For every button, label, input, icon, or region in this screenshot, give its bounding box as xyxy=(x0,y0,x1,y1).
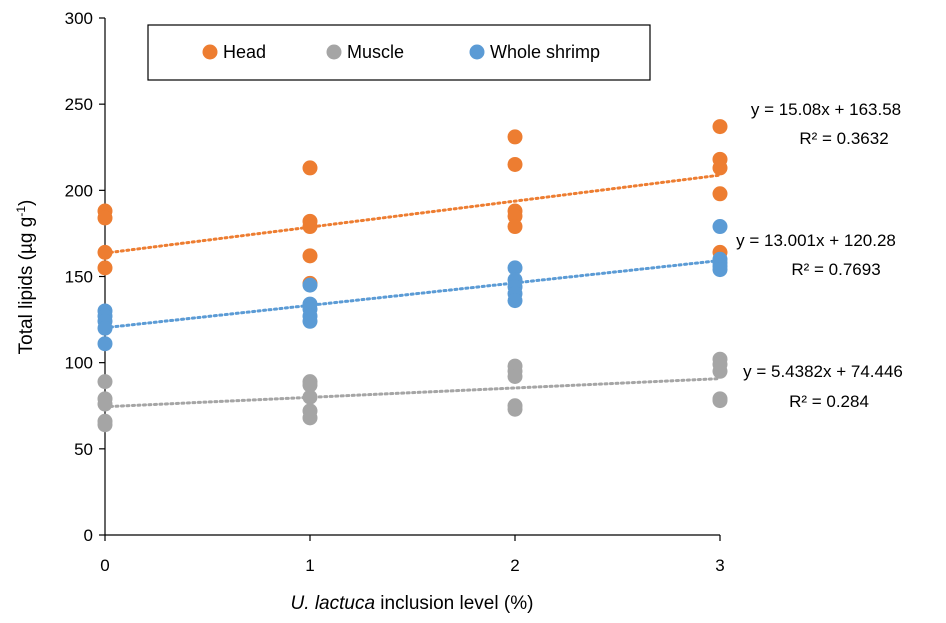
point-whole-shrimp xyxy=(97,320,113,336)
point-head xyxy=(507,129,523,145)
y-tick-label: 300 xyxy=(65,9,93,28)
y-tick-label: 250 xyxy=(65,95,93,114)
y-tick-label: 50 xyxy=(74,440,93,459)
point-head xyxy=(507,219,523,235)
y-tick-label: 150 xyxy=(65,268,93,287)
legend-label-muscle: Muscle xyxy=(347,42,404,62)
point-muscle xyxy=(97,374,113,390)
legend-frame xyxy=(147,24,651,81)
axes-layer: 0 50 100 150 200 250 300 0 1 2 3 xyxy=(65,9,725,575)
point-whole-shrimp xyxy=(302,277,318,293)
point-whole-shrimp xyxy=(302,313,318,329)
y-tick-label: 100 xyxy=(65,354,93,373)
point-head xyxy=(712,119,728,135)
r2-muscle: R² = 0.284 xyxy=(789,392,869,411)
legend-label-whole-shrimp: Whole shrimp xyxy=(490,42,600,62)
points-layer xyxy=(97,119,728,433)
y-tick-label: 0 xyxy=(84,526,93,545)
point-head xyxy=(97,244,113,260)
legend-marker-whole-shrimp xyxy=(469,44,485,60)
point-head xyxy=(97,260,113,276)
point-whole-shrimp xyxy=(712,219,728,235)
y-axis-title-superscript: -1 xyxy=(14,206,28,217)
legend-marker-head xyxy=(202,44,218,60)
point-muscle xyxy=(97,396,113,412)
trendline-head xyxy=(103,173,722,255)
equation-head: y = 15.08x + 163.58 xyxy=(751,100,901,119)
x-tick-label: 2 xyxy=(510,556,519,575)
point-muscle xyxy=(302,377,318,393)
point-head xyxy=(507,156,523,172)
legend-label-head: Head xyxy=(223,42,266,62)
y-tick-label: 200 xyxy=(65,181,93,200)
trendlines-layer xyxy=(103,173,722,409)
legend-marker-muscle xyxy=(326,44,342,60)
point-head xyxy=(712,186,728,202)
equation-annotations: y = 15.08x + 163.58 R² = 0.3632 y = 13.0… xyxy=(736,100,903,411)
point-muscle xyxy=(97,417,113,433)
equation-muscle: y = 5.4382x + 74.446 xyxy=(743,362,903,381)
x-axis-title-italic: U. lactuca xyxy=(291,593,375,614)
x-axis-title: U. lactuca inclusion level (%) xyxy=(291,593,534,614)
r2-head: R² = 0.3632 xyxy=(799,129,888,148)
point-head xyxy=(97,210,113,226)
point-muscle xyxy=(507,401,523,417)
y-axis-title-close: ) xyxy=(16,200,37,206)
point-muscle xyxy=(302,389,318,405)
point-muscle xyxy=(302,410,318,426)
y-axis-title-main: Total lipids (µg g xyxy=(16,217,37,355)
point-whole-shrimp xyxy=(507,293,523,309)
point-head xyxy=(302,219,318,235)
point-head xyxy=(302,160,318,176)
r2-whole-shrimp: R² = 0.7693 xyxy=(791,260,880,279)
legend: Head Muscle Whole shrimp xyxy=(147,24,651,81)
y-axis-title: Total lipids (µg g-1) xyxy=(14,200,37,355)
point-muscle xyxy=(712,363,728,379)
point-whole-shrimp xyxy=(712,262,728,278)
point-whole-shrimp xyxy=(507,260,523,276)
x-tick-label: 3 xyxy=(715,556,724,575)
x-axis-title-rest: inclusion level (%) xyxy=(375,593,533,614)
point-head xyxy=(712,160,728,176)
x-tick-label: 1 xyxy=(305,556,314,575)
point-head xyxy=(302,248,318,264)
trendline-whole-shrimp xyxy=(103,259,722,330)
point-whole-shrimp xyxy=(97,336,113,352)
point-muscle xyxy=(507,368,523,384)
trendline-muscle xyxy=(103,377,722,409)
equation-whole-shrimp: y = 13.001x + 120.28 xyxy=(736,231,896,250)
x-tick-label: 0 xyxy=(100,556,109,575)
point-muscle xyxy=(712,393,728,409)
point-head xyxy=(507,208,523,224)
